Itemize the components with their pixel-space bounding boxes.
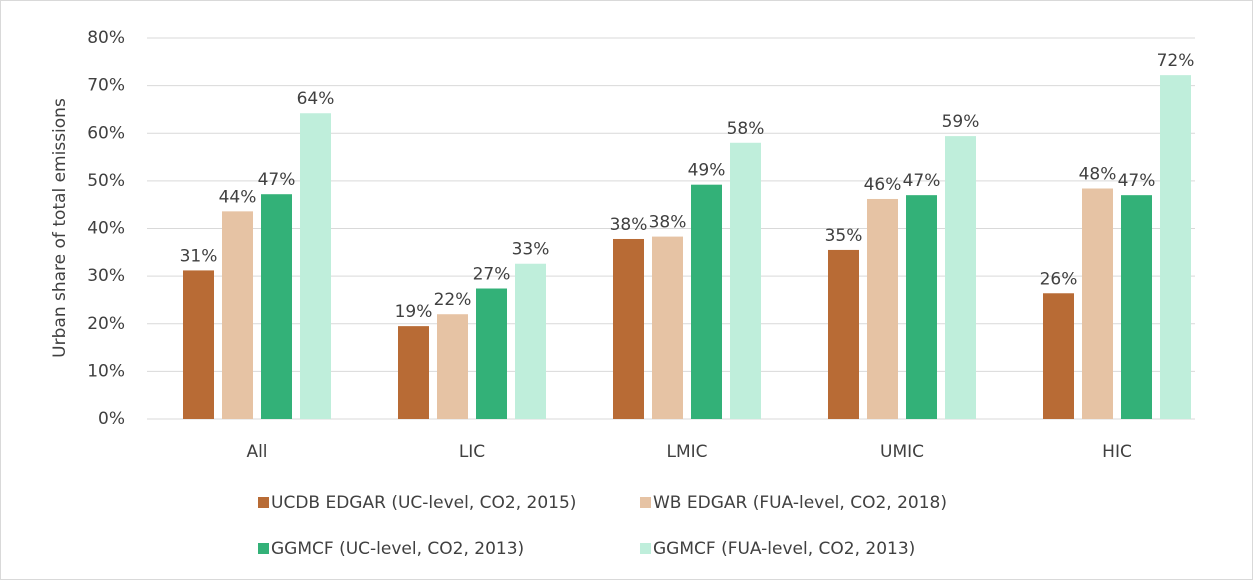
- data-label: 49%: [688, 161, 726, 181]
- data-label: 64%: [297, 89, 335, 109]
- y-tick-label: 70%: [87, 76, 125, 96]
- data-label: 44%: [219, 187, 257, 207]
- bar: [183, 270, 214, 419]
- data-label: 47%: [903, 171, 941, 191]
- data-label: 33%: [512, 240, 550, 260]
- bar: [730, 142, 761, 419]
- x-tick-label: LIC: [459, 442, 485, 462]
- data-label: 19%: [395, 302, 433, 322]
- y-tick-label: 20%: [87, 314, 125, 334]
- bar: [476, 288, 507, 419]
- data-label: 38%: [610, 215, 648, 235]
- data-label: 47%: [258, 170, 296, 190]
- y-tick-label: 10%: [87, 361, 125, 381]
- bar: [652, 236, 683, 419]
- legend-swatch: [258, 543, 269, 554]
- data-label: 26%: [1040, 269, 1078, 289]
- legend-swatch: [640, 543, 651, 554]
- bar: [398, 326, 429, 419]
- bar: [300, 113, 331, 419]
- legend-label: WB EDGAR (FUA-level, CO2, 2018): [653, 493, 947, 513]
- y-tick-label: 0%: [98, 409, 125, 429]
- data-label: 31%: [180, 246, 218, 266]
- x-tick-label: LMIC: [666, 442, 707, 462]
- bar: [437, 314, 468, 419]
- bar: [261, 194, 292, 419]
- y-tick-label: 80%: [87, 28, 125, 48]
- data-label: 58%: [727, 119, 765, 139]
- data-label: 48%: [1079, 164, 1117, 184]
- bar: [691, 184, 722, 419]
- y-tick-label: 60%: [87, 123, 125, 143]
- y-tick-label: 40%: [87, 219, 125, 239]
- legend-swatch: [258, 497, 269, 508]
- bar: [515, 263, 546, 419]
- y-tick-label: 30%: [87, 266, 125, 286]
- x-tick-label: All: [246, 442, 267, 462]
- y-tick-label: 50%: [87, 171, 125, 191]
- bar: [613, 238, 644, 419]
- bar: [1082, 188, 1113, 419]
- data-label: 47%: [1118, 171, 1156, 191]
- x-tick-label: UMIC: [880, 442, 924, 462]
- legend-swatch: [640, 497, 651, 508]
- bar: [222, 211, 253, 419]
- bar: [1043, 293, 1074, 419]
- data-label: 46%: [864, 175, 902, 195]
- x-tick-label: HIC: [1102, 442, 1132, 462]
- data-label: 72%: [1157, 51, 1195, 71]
- bar: [945, 136, 976, 420]
- bar: [828, 249, 859, 419]
- data-label: 59%: [942, 112, 980, 132]
- bar: [867, 198, 898, 419]
- legend-label: GGMCF (UC-level, CO2, 2013): [271, 539, 524, 559]
- bar: [1121, 195, 1152, 419]
- legend-label: UCDB EDGAR (UC-level, CO2, 2015): [271, 493, 576, 513]
- y-axis-label: Urban share of total emissions: [50, 98, 70, 358]
- data-label: 27%: [473, 265, 511, 285]
- data-label: 35%: [825, 226, 863, 246]
- data-label: 38%: [649, 213, 687, 233]
- legend-label: GGMCF (FUA-level, CO2, 2013): [653, 539, 915, 559]
- data-label: 22%: [434, 290, 472, 310]
- bar: [1160, 75, 1191, 420]
- bar: [906, 195, 937, 419]
